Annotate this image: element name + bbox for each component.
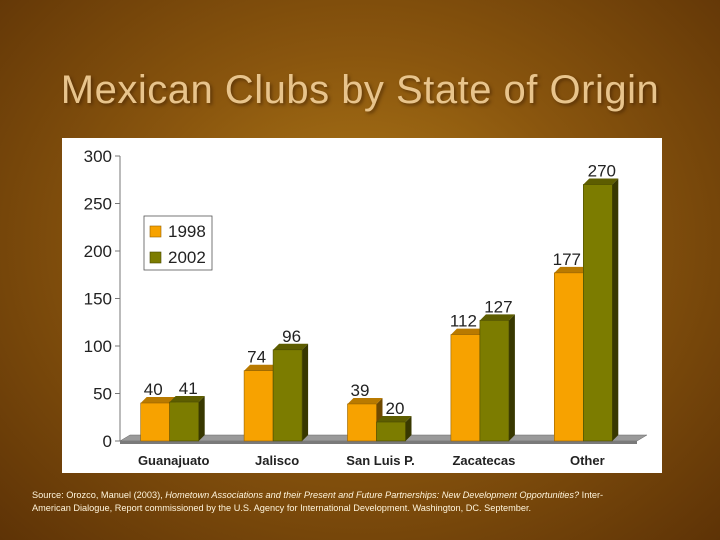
bar-1998-other bbox=[553, 272, 584, 442]
data-label: 40 bbox=[144, 380, 163, 399]
source-prefix: Source: Orozco, Manuel (2003), bbox=[32, 490, 166, 500]
bar-1998-zacatecas bbox=[450, 334, 481, 442]
y-tick-label: 250 bbox=[84, 195, 112, 214]
data-label: 270 bbox=[588, 162, 616, 181]
bar-chart: 0 50 100 150 200 250 300 40 41 Guanajuato 74 96 Jali… bbox=[84, 147, 648, 468]
y-tick-label: 300 bbox=[84, 147, 112, 166]
x-tick-label: Zacatecas bbox=[452, 453, 515, 468]
bar-2002-zacatecas bbox=[479, 320, 510, 442]
bar-top bbox=[479, 314, 515, 321]
bar-side bbox=[198, 396, 205, 441]
bar-top bbox=[583, 178, 619, 185]
legend-label-1998: 1998 bbox=[168, 222, 206, 241]
y-tick-label: 100 bbox=[84, 337, 112, 356]
bar-2002-guanajuato bbox=[169, 401, 199, 442]
source-title: Hometown Associations and their Present … bbox=[165, 490, 580, 500]
bar-top bbox=[244, 364, 280, 371]
bar-top bbox=[169, 396, 205, 403]
bar-top bbox=[140, 397, 176, 403]
slide-title: Mexican Clubs by State of Origin bbox=[60, 68, 660, 112]
data-label: 20 bbox=[386, 399, 405, 418]
bar-side bbox=[612, 178, 619, 441]
x-tick-label: Other bbox=[570, 453, 605, 468]
bar-side bbox=[302, 343, 309, 441]
legend-swatch-2002 bbox=[149, 251, 162, 264]
data-label: 41 bbox=[179, 379, 198, 398]
data-label: 177 bbox=[553, 250, 581, 269]
data-label: 112 bbox=[450, 312, 477, 331]
y-tick-label: 50 bbox=[93, 385, 112, 404]
chart-area: 0 50 100 150 200 250 300 40 41 Guanajuato 74 96 Jali… bbox=[62, 138, 662, 473]
legend-swatch-1998 bbox=[149, 225, 162, 238]
bar-top bbox=[450, 328, 486, 335]
y-tick-label: 200 bbox=[84, 242, 112, 261]
bar-top bbox=[273, 343, 309, 350]
bar-2002-jalisco bbox=[272, 349, 303, 442]
data-label: 39 bbox=[351, 381, 370, 400]
source-citation: Source: Orozco, Manuel (2003), Hometown … bbox=[32, 489, 632, 514]
bar-2002-other bbox=[582, 184, 613, 442]
data-label: 74 bbox=[247, 348, 266, 367]
x-tick-label: Jalisco bbox=[255, 453, 299, 468]
chart-floor-edge bbox=[120, 441, 637, 444]
bar-1998-guanajuato bbox=[140, 402, 170, 442]
y-tick-label: 150 bbox=[84, 290, 112, 309]
source-suffix: Inter-American Dialogue, Report commissi… bbox=[32, 490, 604, 513]
bar-top bbox=[347, 397, 383, 404]
bar-side bbox=[508, 314, 515, 441]
data-label: 127 bbox=[484, 297, 512, 316]
bar-1998-jalisco bbox=[243, 370, 274, 442]
x-tick-label: San Luis P. bbox=[346, 453, 414, 468]
y-tick-label: 0 bbox=[103, 432, 112, 451]
x-tick-label: Guanajuato bbox=[138, 453, 210, 468]
legend-label-2002: 2002 bbox=[168, 248, 206, 267]
bar-2002-san-luis-p- bbox=[376, 421, 406, 442]
bar-top bbox=[554, 266, 590, 273]
bar-side bbox=[405, 416, 412, 441]
data-label: 96 bbox=[282, 327, 301, 346]
bar-top bbox=[376, 416, 412, 422]
bar-1998-san-luis-p- bbox=[347, 403, 377, 442]
